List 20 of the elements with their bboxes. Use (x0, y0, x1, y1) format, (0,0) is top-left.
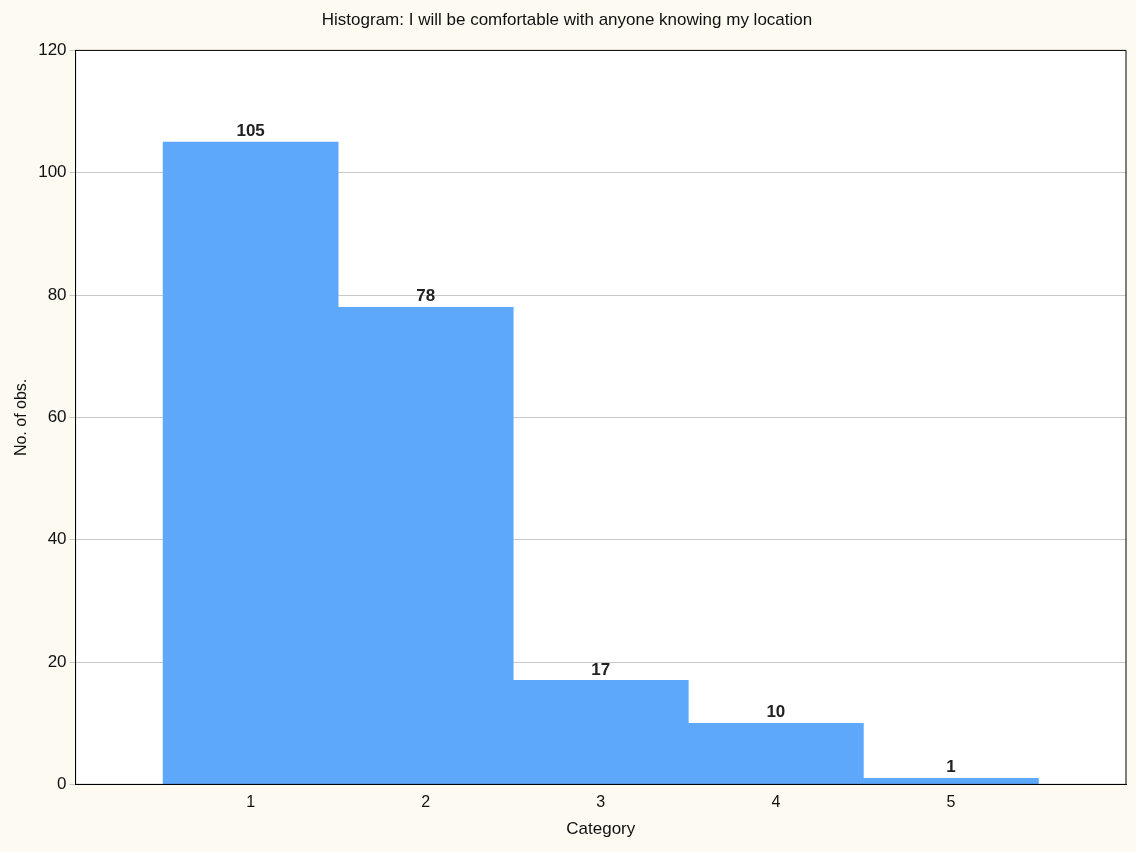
chart-title: Histogram: I will be comfortable with anyone knowing my location (321, 9, 813, 29)
data-label: 105 (236, 121, 265, 141)
y-tick-label: 100 (38, 162, 67, 182)
data-label: 78 (416, 286, 436, 306)
x-axis-title: Category (566, 819, 636, 839)
data-label: 17 (591, 659, 611, 679)
y-tick-label: 80 (47, 284, 67, 304)
y-tick-label: 20 (47, 651, 67, 671)
x-tick-label: 5 (946, 793, 956, 811)
x-tick-label: 2 (421, 793, 431, 811)
x-tick-label: 3 (596, 793, 606, 811)
y-tick-label: 120 (38, 40, 67, 60)
x-tick-label: 1 (246, 793, 256, 811)
data-label: 1 (946, 757, 956, 777)
y-axis-title: No. of obs. (12, 378, 30, 457)
data-label: 10 (766, 702, 786, 722)
x-tick-label: 4 (771, 793, 781, 811)
y-tick-label: 0 (57, 774, 67, 794)
y-tick-label: 40 (47, 529, 67, 549)
y-tick-label: 60 (47, 407, 67, 427)
